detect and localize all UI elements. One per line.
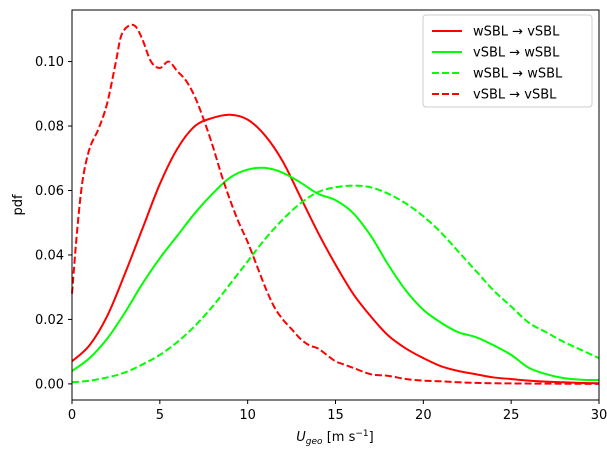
- series-line-vsbl-to-wsbl: [71, 166, 600, 382]
- x-tick-label: 0: [68, 408, 76, 423]
- y-axis-ticks: 0.00 0.02 0.04 0.06 0.08 0.10: [35, 55, 72, 392]
- y-tick-label: 0.06: [35, 184, 64, 199]
- x-tick-label: 25: [503, 408, 520, 423]
- series-layer: [71, 23, 600, 385]
- x-tick-label: 30: [591, 408, 607, 423]
- y-tick-label: 0.08: [35, 120, 64, 135]
- x-tick-label: 10: [239, 408, 256, 423]
- x-axis-label-subscript: geo: [306, 437, 323, 447]
- x-tick-label: 5: [156, 408, 164, 423]
- legend-box: [422, 14, 593, 108]
- y-tick-label: 0.00: [35, 377, 64, 392]
- y-tick-label: 0.02: [35, 313, 64, 328]
- x-tick-label: 20: [415, 408, 432, 423]
- y-tick-label: 0.10: [35, 55, 64, 70]
- x-axis-ticks: 0 5 10 15 20 25 30: [68, 400, 607, 423]
- series-line-vsbl-to-vsbl: [71, 23, 600, 385]
- x-axis-label: Ugeo [m s−1]: [296, 429, 373, 447]
- legend-label-vsbl-to-vsbl: vSBL → vSBL: [473, 88, 557, 103]
- legend-label-wsbl-to-wsbl: wSBL → wSBL: [473, 67, 563, 82]
- x-axis-label-close: ]: [369, 430, 374, 445]
- y-tick-label: 0.04: [35, 248, 64, 263]
- series-line-wsbl-to-vsbl: [71, 113, 600, 385]
- x-axis-label-exponent: −1: [355, 429, 368, 439]
- legend-label-vsbl-to-wsbl: vSBL → wSBL: [473, 46, 560, 61]
- y-axis-label: pdf: [11, 194, 26, 216]
- legend-label-wsbl-to-vsbl: wSBL → vSBL: [473, 25, 560, 40]
- x-axis-label-units: [m s: [323, 430, 356, 445]
- x-tick-label: 15: [327, 408, 344, 423]
- legend: wSBL → vSBL vSBL → wSBL wSBL → wSBL vSBL → …: [422, 14, 593, 108]
- x-axis-label-main: U: [296, 430, 306, 445]
- series-line-wsbl-to-wsbl: [71, 184, 600, 384]
